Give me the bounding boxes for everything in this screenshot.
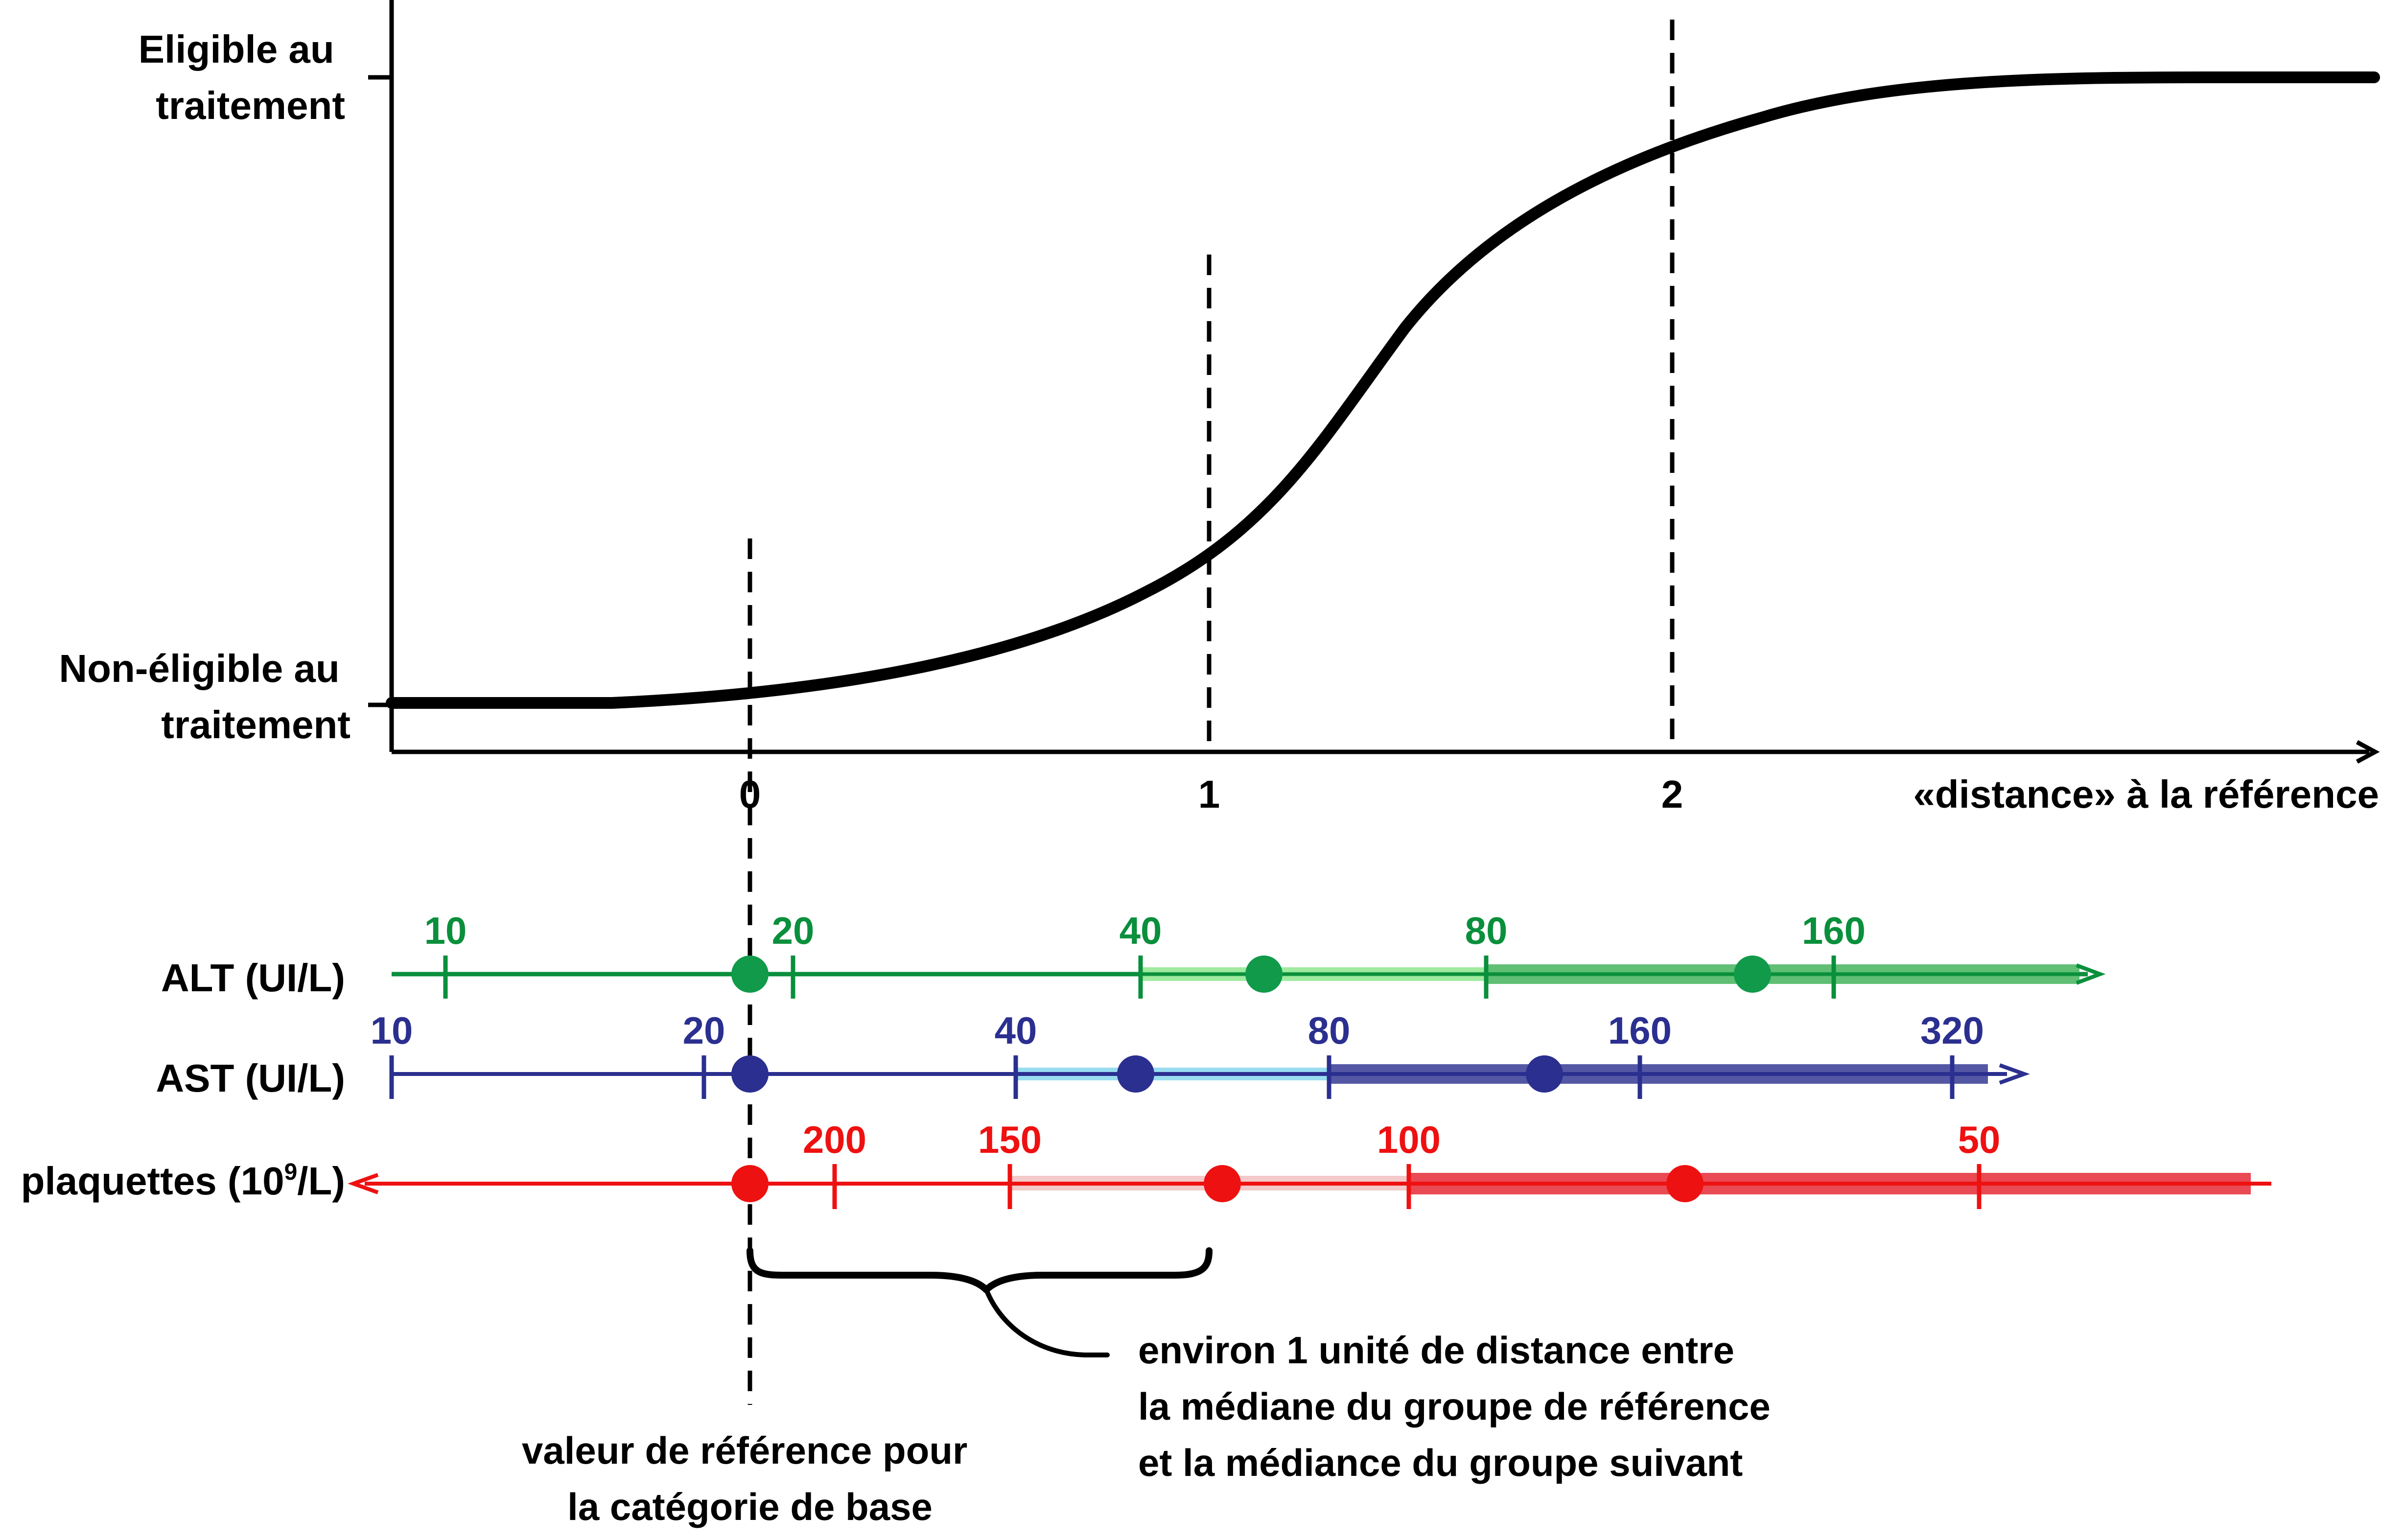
- scale-alt-median-dot: [1734, 956, 1771, 993]
- scale-alt-tick-label: 10: [424, 909, 467, 952]
- plot-axes: [368, 0, 2380, 764]
- scale-plaquettes-median-dot: [1204, 1165, 1241, 1202]
- scale-alt-median-dot: [731, 956, 769, 993]
- y-label-eligible: Eligible au traitement: [139, 27, 345, 127]
- y-label-non-eligible-line2: traitement: [161, 703, 350, 747]
- brace-annotation-line2: la médiane du groupe de référence: [1138, 1385, 1771, 1428]
- x-axis-arrowhead: [2356, 740, 2380, 764]
- reference-note-line2: la catégorie de base: [567, 1485, 933, 1528]
- scale-ast-median-dot: [1526, 1055, 1563, 1093]
- y-label-non-eligible: Non-éligible au traitement: [59, 647, 350, 747]
- scale-plaquettes-label: plaquettes (109/L): [21, 1159, 345, 1203]
- y-label-eligible-line2: traitement: [156, 84, 345, 127]
- scale-ast-median-dot: [731, 1055, 769, 1093]
- scale-ast-tick-label: 80: [1308, 1009, 1351, 1052]
- scale-alt: ALT (UI/L) 10 20 40 80 160: [161, 909, 2106, 1000]
- scale-alt-label: ALT (UI/L): [161, 956, 345, 1000]
- y-label-eligible-line1: Eligible au: [139, 27, 334, 71]
- brace-annotation: environ 1 unité de distance entre la méd…: [1138, 1329, 1781, 1484]
- scale-plaquettes: plaquettes (109/L) 200 150 100 50: [21, 1118, 2271, 1209]
- scale-alt-ticks: [443, 956, 1836, 999]
- scale-ast: AST (UI/L) 10 20 40 80 160 320: [156, 1009, 2030, 1100]
- scale-alt-tick-label: 20: [772, 909, 815, 952]
- scale-plaquettes-tick-label: 100: [1377, 1118, 1441, 1161]
- scale-plaquettes-label-main: plaquettes (10: [21, 1159, 284, 1203]
- scale-plaquettes-tick-label: 50: [1958, 1118, 2001, 1161]
- scale-ast-label: AST (UI/L): [156, 1056, 345, 1100]
- scale-alt-tick-label: 80: [1465, 909, 1508, 952]
- scale-ast-arrowhead: [1999, 1063, 2030, 1085]
- scale-ast-tick-label: 10: [371, 1009, 413, 1052]
- reference-note: valeur de référence pour la catégorie de…: [522, 1429, 978, 1528]
- x-tick-2: 2: [1661, 772, 1683, 816]
- scale-ast-tick-label: 160: [1608, 1009, 1672, 1052]
- scale-alt-arrowhead: [2076, 963, 2106, 985]
- scale-plaquettes-median-dot: [1666, 1165, 1704, 1202]
- scale-plaquettes-tick-label: 200: [803, 1118, 866, 1161]
- brace-annotation-line3: et la médiance du groupe suivant: [1138, 1441, 1743, 1484]
- x-tick-1: 1: [1198, 772, 1220, 816]
- distance-brace: [747, 1247, 1213, 1293]
- scale-ast-median-dot: [1117, 1055, 1154, 1093]
- x-tick-0: 0: [739, 772, 761, 816]
- y-label-non-eligible-line1: Non-éligible au: [59, 647, 339, 690]
- scale-plaquettes-arrowhead: [348, 1173, 379, 1194]
- x-axis-label: «distance» à la référence: [1913, 772, 2379, 816]
- scale-ast-tick-label: 40: [995, 1009, 1037, 1052]
- scale-plaquettes-ticks: [832, 1164, 1982, 1209]
- scale-plaquettes-median-dot: [731, 1165, 769, 1202]
- scale-alt-tick-label: 160: [1802, 909, 1866, 952]
- brace-annotation-line1: environ 1 unité de distance entre: [1138, 1329, 1734, 1372]
- scale-plaquettes-tick-label: 150: [978, 1118, 1042, 1161]
- reference-note-line1: valeur de référence pour: [522, 1429, 967, 1472]
- scale-ast-ticks: [389, 1055, 1955, 1099]
- scale-alt-tick-label: 40: [1120, 909, 1162, 952]
- scale-plaquettes-label-sup: 9: [284, 1159, 298, 1185]
- distance-brace-pointer: [984, 1287, 1110, 1357]
- scale-alt-median-dot: [1245, 956, 1283, 993]
- scale-ast-tick-label: 320: [1920, 1009, 1984, 1052]
- eligibility-curve: [386, 71, 2380, 709]
- scale-ast-tick-label: 20: [683, 1009, 725, 1052]
- scale-plaquettes-label-end: /L): [297, 1159, 345, 1203]
